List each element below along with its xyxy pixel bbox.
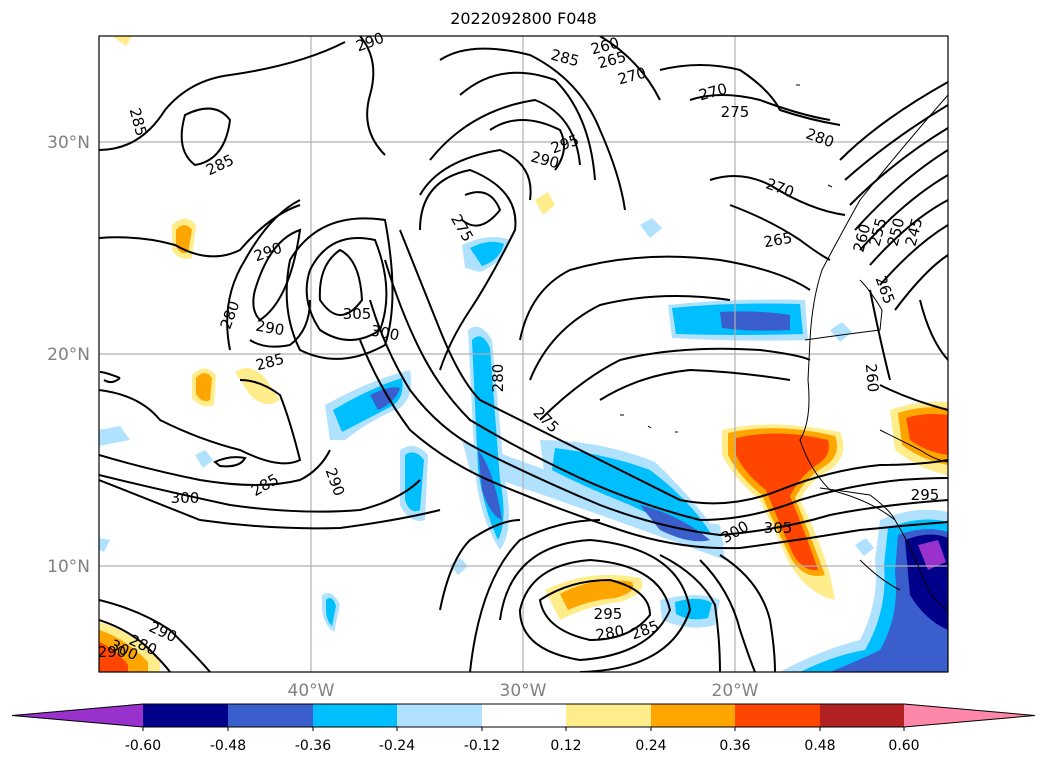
- lat-tick-10n: 10°N: [47, 557, 90, 577]
- map-title: 2022092800 F048: [450, 9, 597, 28]
- colorbar-swatch: [397, 704, 482, 727]
- colorbar-label: 0.12: [550, 738, 581, 754]
- colorbar-swatch: [904, 704, 1035, 727]
- lon-tick-30w: 30°W: [500, 681, 547, 701]
- contour-label: 290: [353, 29, 386, 56]
- contour-label: 275: [721, 103, 750, 121]
- lon-tick-40w: 40°W: [288, 681, 335, 701]
- colorbar-swatch: [820, 704, 904, 727]
- colorbar-label: 0.24: [635, 738, 666, 754]
- filled-anomaly-layer: [99, 36, 948, 672]
- colorbar-label: 0.60: [888, 738, 919, 754]
- contour-label: 280: [803, 125, 836, 152]
- contour-label: 260: [862, 363, 882, 393]
- gridlines: [99, 36, 948, 672]
- colorbar-swatch: [735, 704, 820, 727]
- colorbar-swatch: [651, 704, 735, 727]
- contour-label: 265: [762, 229, 793, 252]
- map-frame: [98, 35, 949, 673]
- colorbar-label: -0.36: [295, 738, 331, 754]
- colorbar-swatch: [566, 704, 651, 727]
- colorbar-swatch: [313, 704, 397, 727]
- contour-label: 305: [764, 519, 793, 537]
- colorbar-swatch: [482, 704, 566, 727]
- contour-label: 290: [254, 317, 285, 340]
- contour-lines: [99, 36, 948, 672]
- contour-label: 295: [594, 605, 623, 623]
- contour-label: 295: [911, 486, 940, 504]
- colorbar-swatch: [143, 704, 228, 727]
- contour-label: 270: [697, 80, 729, 105]
- contour-label: 290: [322, 465, 349, 498]
- contour-label: 305: [343, 305, 372, 323]
- colorbar-swatch: [12, 704, 143, 727]
- contour-label: 285: [549, 46, 581, 71]
- contour-label: 280: [217, 298, 244, 331]
- contour-label: 275: [530, 404, 563, 437]
- colorbar: -0.60 -0.48 -0.36 -0.24 -0.12 0.12 0.24 0.36 0.4…: [11, 703, 1036, 754]
- contour-label: 280: [489, 364, 507, 393]
- longitude-labels: 40°W 30°W 20°W: [288, 681, 759, 701]
- contour-label: 265: [872, 273, 899, 306]
- colorbar-label: -0.24: [379, 738, 415, 754]
- contour-label: 280: [594, 622, 625, 645]
- contour-label: 285: [628, 617, 661, 644]
- colorbar-label: 0.36: [719, 738, 750, 754]
- colorbar-label: 0.48: [804, 738, 835, 754]
- lat-tick-20n: 20°N: [47, 345, 90, 365]
- contour-label: 270: [616, 64, 648, 89]
- contour-label: 270: [763, 175, 796, 202]
- colorbar-swatch: [228, 704, 313, 727]
- contour-label: 285: [126, 106, 151, 138]
- contour-label: 300: [369, 322, 400, 345]
- colorbar-label: -0.60: [125, 738, 161, 754]
- contour-label: 290: [98, 643, 127, 661]
- contour-label: 285: [254, 350, 286, 375]
- colorbar-label: -0.48: [210, 738, 246, 754]
- latitude-labels: 30°N 20°N 10°N: [47, 133, 90, 577]
- contour-label: 300: [171, 489, 200, 507]
- lat-tick-30n: 30°N: [47, 133, 90, 153]
- colorbar-label: -0.12: [464, 738, 500, 754]
- lon-tick-20w: 20°W: [712, 681, 759, 701]
